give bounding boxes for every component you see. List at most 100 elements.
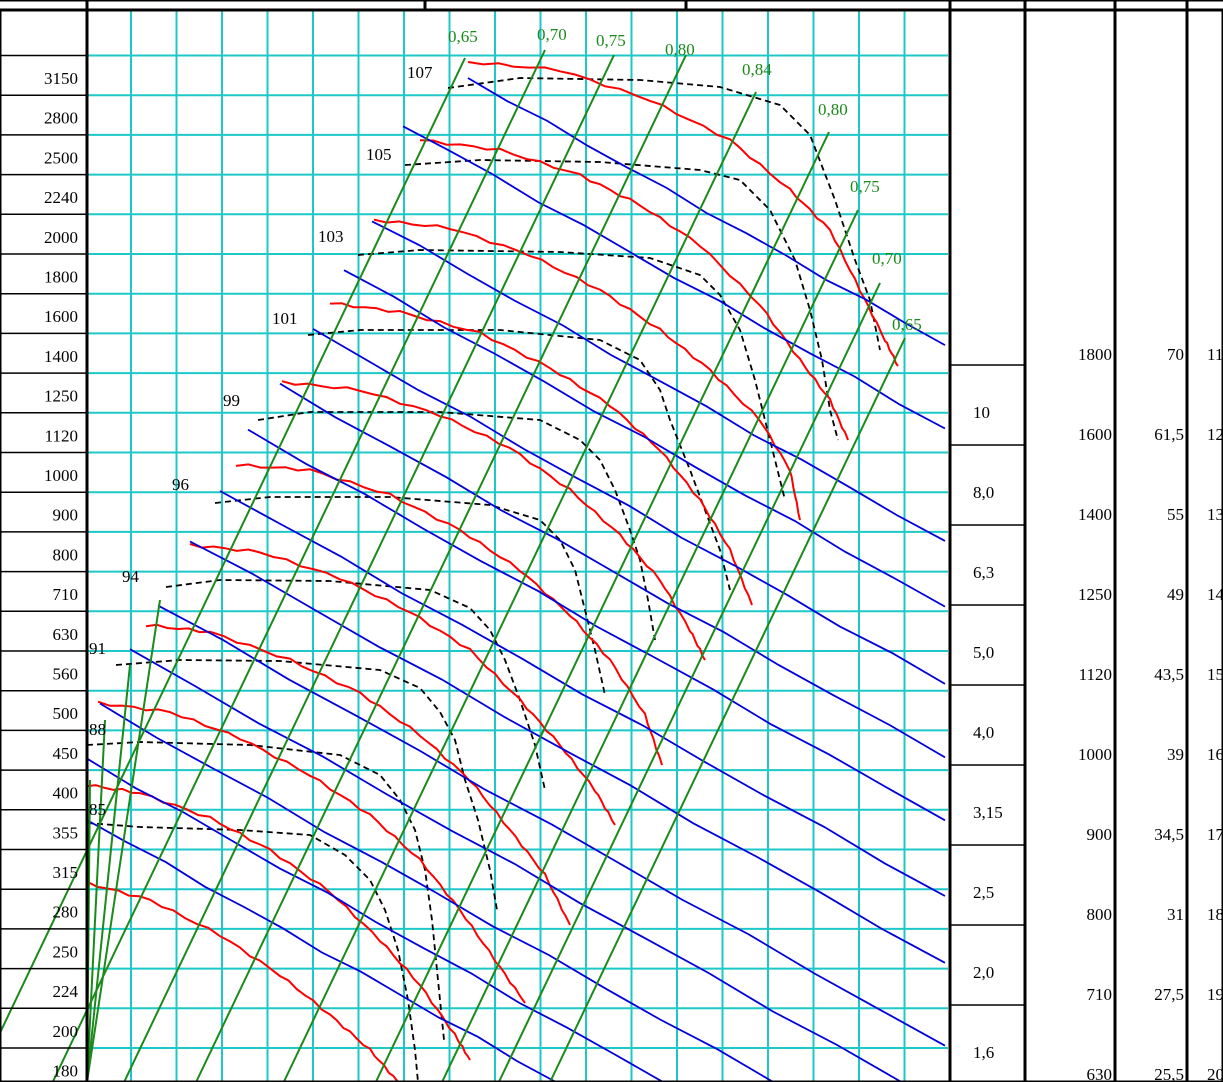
sound-level-curve	[86, 822, 419, 1082]
sound-level-curve	[357, 249, 786, 501]
y-tick-label: 900	[53, 506, 79, 525]
flow-line	[247, 428, 946, 822]
sound-level-label: 88	[89, 720, 106, 739]
table-col4-value: 20	[1207, 1065, 1223, 1082]
table-col4-value: 11	[1207, 345, 1223, 364]
sound-level-curve	[86, 741, 445, 1041]
pressure-curve	[86, 880, 399, 1082]
table-col3-value: 31	[1167, 905, 1184, 924]
table-col3-value: 39	[1167, 745, 1184, 764]
pressure-curve	[373, 218, 801, 521]
flow-line	[279, 382, 946, 759]
efficiency-label: 0,80	[818, 100, 848, 119]
table-col2-value: 900	[1087, 825, 1113, 844]
y-tick-label: 1120	[45, 426, 78, 445]
table-col3-value: 34,5	[1154, 825, 1184, 844]
table-col3-value: 55	[1167, 505, 1184, 524]
pressure-curve	[419, 139, 849, 441]
table-col2-value: 1250	[1078, 585, 1112, 604]
y-tick-label: 3150	[44, 69, 78, 88]
y-tick-label: 1250	[44, 387, 78, 406]
table-col1-value: 4,0	[973, 723, 994, 742]
flow-line	[312, 328, 946, 685]
efficiency-line	[282, 91, 757, 1082]
flow-line	[371, 220, 946, 542]
sound-level-curve	[404, 159, 839, 441]
pressure-curve	[86, 784, 471, 1061]
table-col2-value: 630	[1087, 1065, 1113, 1082]
table-col1-value: 2,0	[973, 963, 994, 982]
efficiency-line	[497, 282, 881, 1082]
table-col2-value: 800	[1087, 905, 1113, 924]
table-col4-value: 19	[1207, 985, 1223, 1004]
sound-level-label: 91	[89, 639, 106, 658]
table-col3-value: 61,5	[1154, 425, 1184, 444]
flow-line	[219, 490, 946, 897]
side-table: 10 8,0 6,3 5,0 4,0 3,15 2,5 2,0 1,6 1800 1600 1400 1…	[973, 345, 1223, 1082]
efficiency-labels: 0,65 0,70 0,75 0,80 0,84 0,80 0,75 0,70 0,65	[448, 25, 922, 334]
efficiency-line	[86, 664, 131, 1082]
efficiency-line	[441, 209, 859, 1082]
y-tick-label: 250	[53, 942, 79, 961]
efficiency-label: 0,65	[892, 315, 922, 334]
efficiency-label: 0,84	[742, 60, 772, 79]
flow-line	[87, 758, 664, 1082]
table-col2-value: 1800	[1078, 345, 1112, 364]
table-col2-value: 710	[1087, 985, 1113, 1004]
table-col4-value: 14	[1207, 585, 1223, 604]
table-col1-value: 10	[973, 403, 990, 422]
sound-level-curves	[86, 77, 881, 1082]
efficiency-line	[86, 719, 106, 1082]
efficiency-line	[195, 54, 687, 1082]
y-tick-label: 450	[53, 744, 79, 763]
y-tick-label: 1800	[44, 268, 78, 287]
table-col2-value: 1600	[1078, 425, 1112, 444]
pressure-curve	[97, 700, 526, 1004]
y-tick-label: 280	[53, 903, 79, 922]
table-col3-value: 49	[1167, 585, 1184, 604]
table-col3-value: 43,5	[1154, 665, 1184, 684]
table-col1-value: 6,3	[973, 563, 994, 582]
y-tick-label: 200	[53, 1022, 79, 1041]
y-tick-label: 560	[53, 665, 79, 684]
pressure-curve	[467, 61, 899, 367]
sound-level-label: 101	[272, 309, 298, 328]
sound-level-label: 105	[366, 145, 392, 164]
sound-level-label: 96	[172, 475, 189, 494]
pressure-curve	[281, 380, 706, 661]
sound-level-curve	[257, 411, 656, 641]
y-tick-label: 2240	[44, 188, 78, 207]
sound-level-label: 94	[122, 567, 140, 586]
efficiency-label: 0,75	[596, 31, 626, 50]
flow-line	[343, 269, 946, 608]
table-col2-value: 1000	[1078, 745, 1112, 764]
sound-level-label: 103	[318, 227, 344, 246]
flow-line	[129, 648, 902, 1082]
table-col1-value: 3,15	[973, 803, 1003, 822]
efficiency-label: 0,80	[665, 40, 695, 59]
sound-level-curve	[214, 496, 606, 696]
y-axis-tick-labels: 3150 2800 2500 2240 2000 1800 1600 1400 1250 1120…	[44, 69, 79, 1081]
y-tick-label: 630	[53, 625, 79, 644]
table-col1-value: 8,0	[973, 483, 994, 502]
outer-frame	[0, 8, 1223, 1082]
table-col3-value: 27,5	[1154, 985, 1184, 1004]
sound-level-label: 99	[223, 391, 240, 410]
sound-level-label: 85	[89, 800, 106, 819]
y-tick-label: 355	[53, 823, 79, 842]
table-col4-value: 16	[1207, 745, 1223, 764]
efficiency-label: 0,70	[537, 25, 567, 44]
table-col4-value: 13	[1207, 505, 1223, 524]
y-tick-label: 224	[53, 982, 79, 1001]
pressure-curve	[145, 623, 571, 926]
y-tick-label: 1600	[44, 307, 78, 326]
y-tick-label: 1000	[44, 466, 78, 485]
sound-level-label: 107	[407, 63, 433, 82]
efficiency-line	[86, 599, 161, 1082]
flow-line	[87, 819, 557, 1082]
y-tick-label: 180	[53, 1062, 79, 1081]
grid	[87, 10, 948, 1082]
y-tick-label: 500	[53, 704, 79, 723]
